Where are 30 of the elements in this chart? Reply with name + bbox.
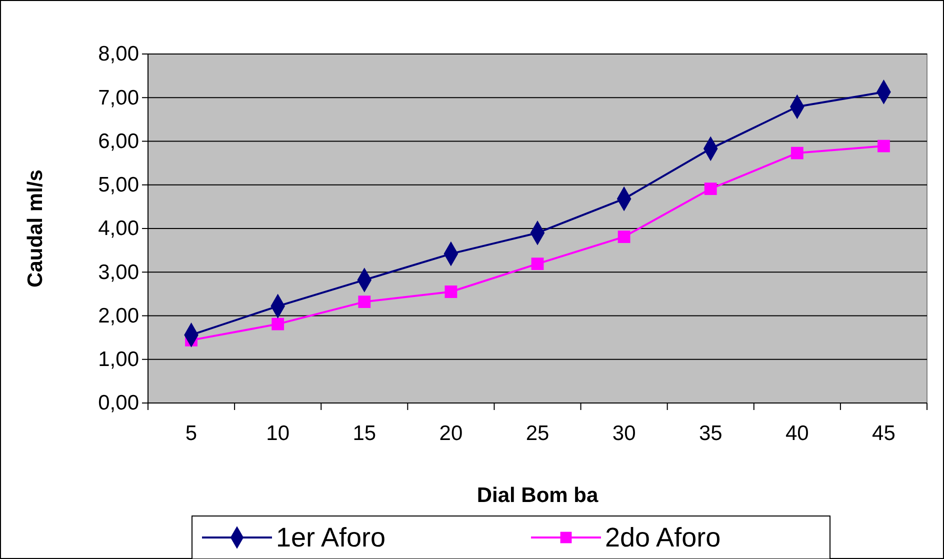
y-tick-label: 6,00: [98, 130, 139, 153]
legend-label: 1er Aforo: [276, 522, 386, 552]
x-tick-label: 25: [526, 422, 550, 445]
point: [790, 146, 804, 160]
point: [444, 286, 458, 298]
x-tick-label: 10: [266, 422, 290, 445]
point: [531, 258, 544, 270]
y-tick-label: 7,00: [98, 86, 139, 110]
x-tick-label: 5: [185, 422, 198, 445]
y-tick-label: 0,00: [98, 392, 139, 415]
y-tick-label: 8,00: [98, 42, 139, 66]
y-tick-label: 5,00: [98, 174, 139, 197]
x-tick-label: 35: [698, 422, 722, 445]
x-tick-label: 45: [872, 422, 896, 445]
point: [704, 182, 717, 195]
x-tick-label: 40: [785, 422, 809, 445]
point: [358, 296, 371, 308]
y-tick-label: 1,00: [98, 348, 139, 372]
y-tick-label: 3,00: [98, 260, 139, 284]
y-tick-label: 2,00: [98, 304, 139, 328]
legend-label: 2do Aforo: [605, 522, 721, 552]
y-tick-label: 4,00: [98, 217, 139, 240]
point: [618, 230, 630, 243]
x-axis-title: Dial Bom ba: [476, 484, 598, 507]
x-tick-label: 20: [439, 422, 463, 445]
x-tick-label: 15: [352, 422, 376, 445]
y-axis-title: Caudal ml/s: [24, 170, 47, 288]
x-tick-label: 30: [612, 422, 636, 445]
point: [878, 140, 890, 152]
point: [272, 318, 284, 330]
